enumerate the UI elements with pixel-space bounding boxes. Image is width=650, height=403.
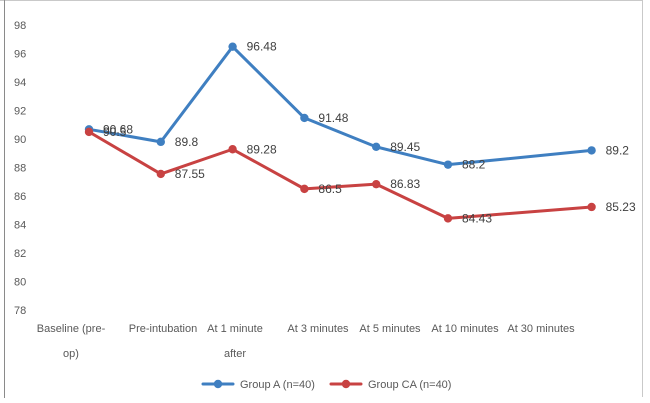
series-1-data-label-4: 86.83 [390, 177, 420, 191]
series-1-data-label-0: 90.5 [103, 125, 127, 139]
series-1-point-5 [443, 214, 453, 223]
series-0-data-label-6: 89.2 [606, 143, 630, 157]
chart-frame [0, 0, 643, 397]
series-1-data-label-1: 87.55 [175, 167, 205, 181]
series-1-point-1 [156, 169, 165, 179]
x-tick-label-1-0: Pre-intubation [129, 323, 198, 335]
y-tick-label-94: 94 [14, 77, 26, 89]
y-tick-label-90: 90 [14, 134, 26, 146]
y-tick-label-96: 96 [14, 49, 26, 61]
series-0-data-label-4: 89.45 [390, 140, 420, 154]
series-0-data-label-5: 88.2 [462, 158, 486, 172]
y-tick-label-88: 88 [14, 163, 26, 175]
y-tick-label-86: 86 [14, 191, 26, 203]
series-1-data-label-2: 89.28 [247, 142, 277, 156]
x-tick-label-0-1: op) [63, 348, 79, 360]
legend-marker-1 [341, 379, 351, 389]
series-0-point-4 [372, 142, 381, 152]
series-0-point-5 [443, 160, 453, 169]
series-0-point-3 [300, 113, 309, 123]
y-tick-label-98: 98 [14, 20, 26, 32]
series-0-point-6 [587, 146, 596, 155]
x-tick-label-2-1: after [224, 348, 246, 360]
x-tick-label-6-0: At 30 minutes [507, 323, 575, 335]
series-0-point-1 [156, 137, 165, 147]
x-tick-label-4-0: At 5 minutes [359, 323, 421, 335]
y-tick-label-80: 80 [14, 277, 26, 289]
y-tick-label-78: 78 [14, 305, 26, 317]
y-tick-label-82: 82 [14, 248, 26, 260]
legend-marker-0 [213, 379, 223, 389]
x-tick-label-2-0: At 1 minute [207, 323, 263, 335]
series-0-data-label-2: 96.48 [247, 40, 277, 54]
x-tick-label-3-0: At 3 minutes [287, 323, 349, 335]
series-1-point-3 [300, 184, 309, 194]
legend-label-0: Group A (n=40) [240, 379, 315, 391]
y-tick-label-84: 84 [14, 220, 26, 232]
series-0-data-label-3: 91.48 [318, 111, 348, 125]
x-tick-label-5-0: At 10 minutes [431, 323, 499, 335]
chart-frame-left [4, 0, 5, 398]
series-1-point-2 [228, 145, 237, 154]
y-tick-label-92: 92 [14, 106, 26, 118]
series-1-data-label-3: 86.5 [318, 182, 342, 196]
legend-label-1: Group CA (n=40) [368, 379, 451, 391]
series-1-point-4 [372, 179, 381, 189]
series-1-data-label-5: 84.43 [462, 211, 492, 225]
series-1-point-6 [587, 202, 596, 212]
series-0-data-label-1: 89.8 [175, 135, 199, 149]
x-tick-label-0-0: Baseline (pre- [37, 323, 106, 335]
series-0-data-label-0: 90.68 [103, 122, 133, 136]
series-0-point-2 [228, 42, 237, 51]
series-1-data-label-6: 85.23 [606, 200, 636, 214]
series-1-point-0 [84, 127, 94, 137]
